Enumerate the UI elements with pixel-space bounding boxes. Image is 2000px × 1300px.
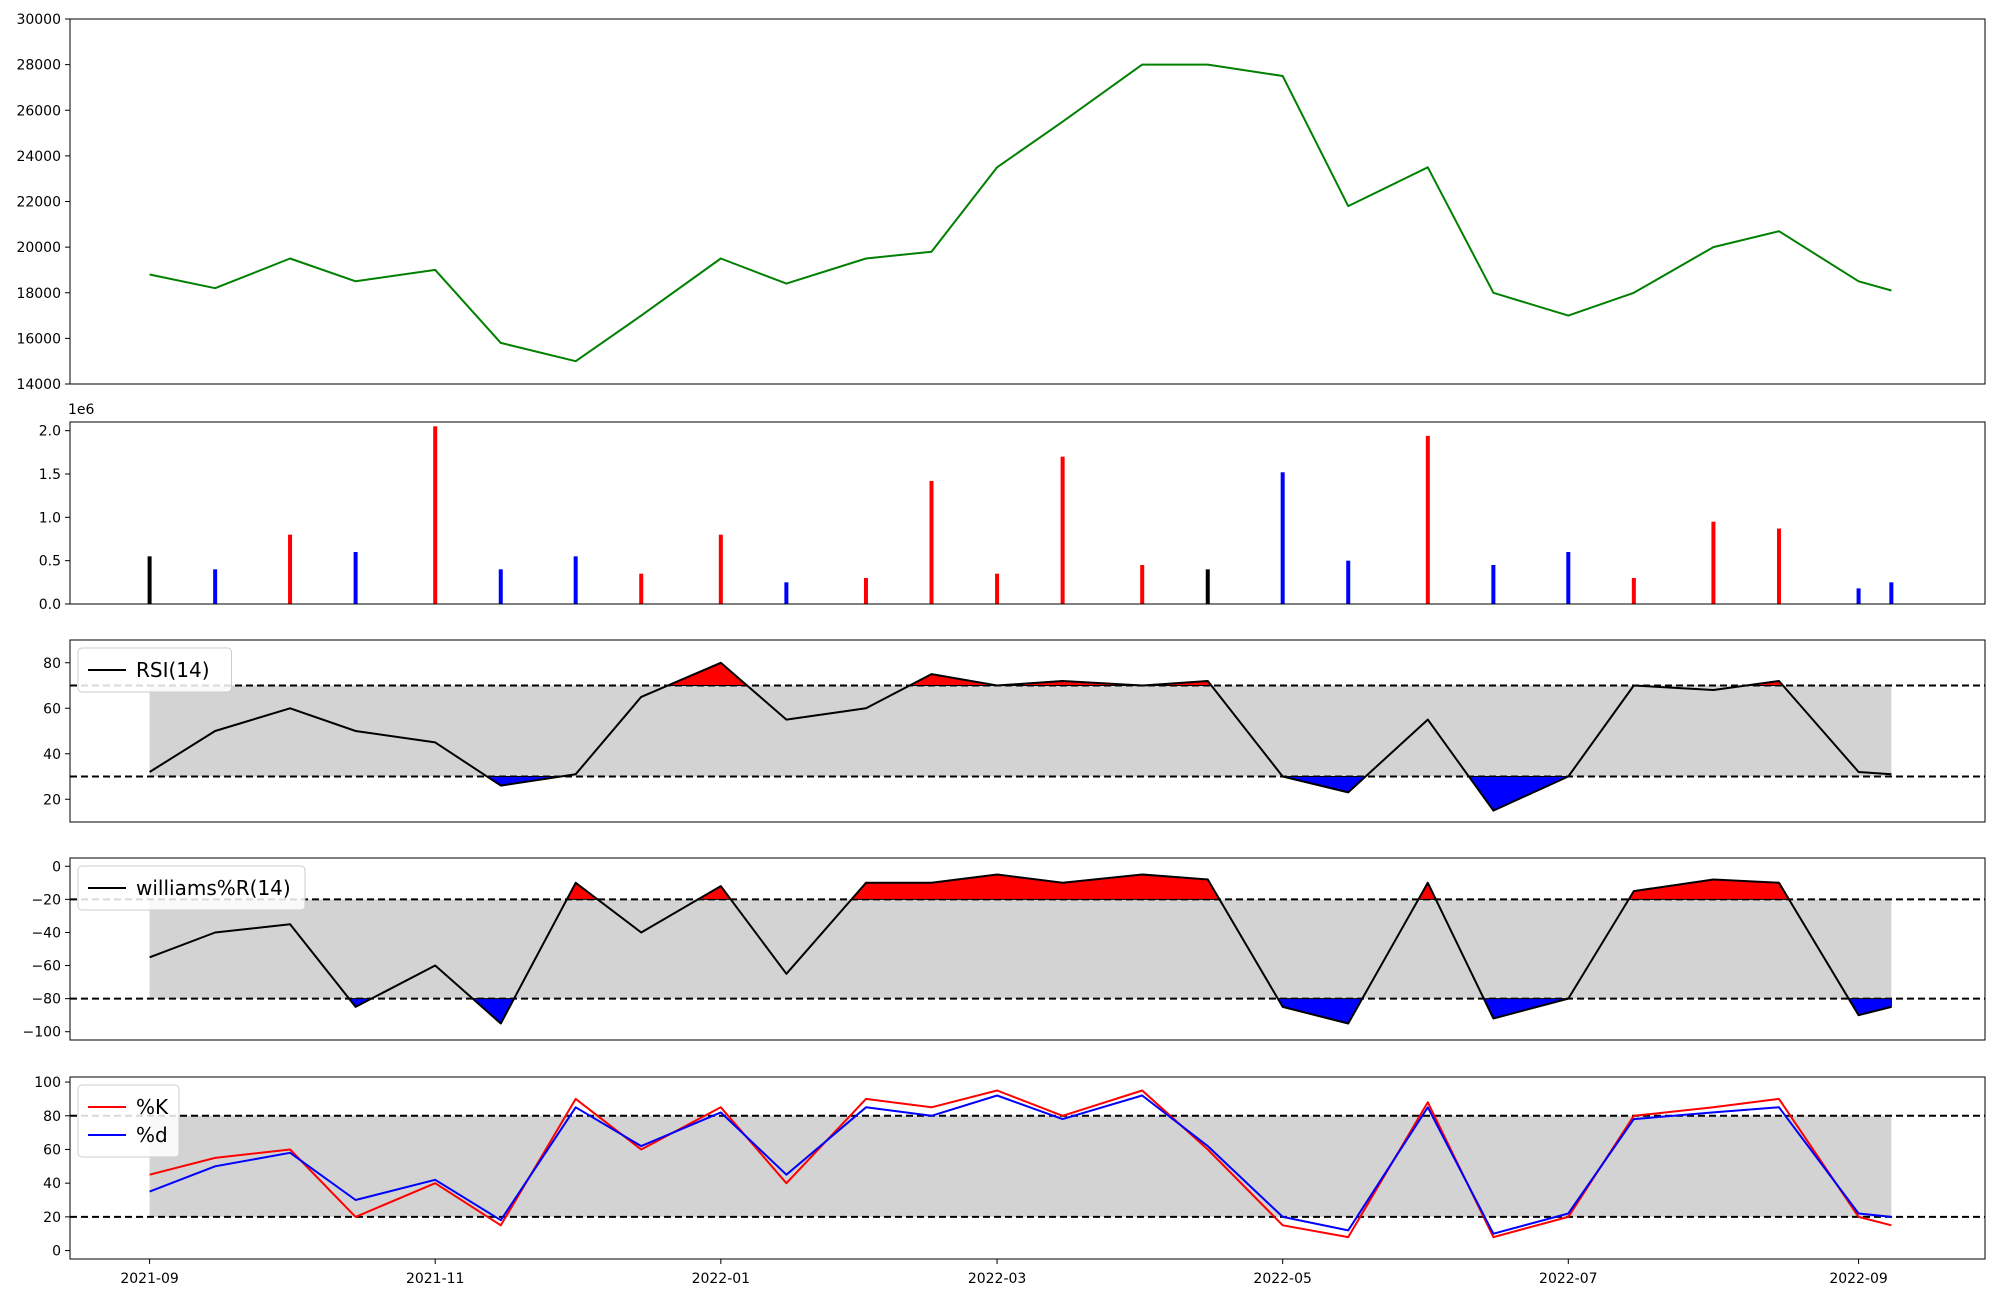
legend-label: %d	[136, 1123, 168, 1147]
y-tick-label: 16000	[16, 331, 61, 347]
volume-bar	[718, 534, 723, 604]
y-tick-label: 60	[43, 1142, 61, 1158]
volume-bar	[863, 578, 868, 604]
volume-bar	[1491, 565, 1496, 604]
volume-bar	[1566, 552, 1571, 604]
volume-bar	[1205, 569, 1210, 604]
stochastic-line	[149, 1089, 1892, 1239]
y-tick-label: 30000	[16, 12, 61, 28]
axes-frame	[69, 421, 1986, 605]
y-tick-label: 80	[43, 1109, 61, 1125]
volume-bar	[784, 582, 789, 604]
y-tick-label: −20	[31, 892, 61, 908]
volume-bar	[213, 569, 218, 604]
volume-bar	[1856, 588, 1861, 604]
price-panel: 14000 16000 18000 20000 22000 24000 26000 28000…	[16, 12, 1986, 393]
y-tick-label: 40	[43, 1176, 61, 1192]
volume-panel: 0.0 0.5 1.0 1.5 2.0 1e6	[39, 402, 1986, 613]
volume-bar	[929, 480, 934, 604]
y-tick-label: 1.5	[39, 467, 61, 483]
legend-label: RSI(14)	[136, 658, 210, 682]
y-tick-label: 80	[43, 656, 61, 672]
y-tick-label: 20	[43, 1210, 61, 1226]
legend-box	[77, 1084, 180, 1158]
x-tick-label: 2021-11	[406, 1271, 465, 1287]
y-tick-label: 40	[43, 747, 61, 763]
volume-bar	[147, 556, 152, 604]
threshold-band	[149, 1115, 1892, 1217]
y-tick-label: 1.0	[39, 510, 61, 526]
axes-frame	[69, 639, 1986, 823]
volume-bar	[353, 552, 358, 604]
y-tick-label: −40	[31, 925, 61, 941]
volume-bar	[1425, 435, 1430, 604]
volume-bar	[1776, 528, 1781, 604]
x-tick-label: 2022-09	[1829, 1271, 1888, 1287]
volume-bar	[433, 426, 438, 604]
x-tick-label: 2022-07	[1539, 1271, 1598, 1287]
volume-bar	[995, 573, 1000, 604]
y-tick-label: 22000	[16, 195, 61, 211]
axes-frame	[69, 1076, 1986, 1260]
williams-line	[149, 873, 1892, 1025]
x-tick-label: 2022-03	[968, 1271, 1027, 1287]
x-tick-label: 2021-09	[120, 1271, 179, 1287]
volume-bar	[1711, 521, 1716, 604]
y-tick-label: 24000	[16, 149, 61, 165]
y-tick-label: 0	[52, 1244, 61, 1260]
legend-box	[77, 865, 306, 911]
threshold-band	[149, 685, 1892, 777]
legend-label: williams%R(14)	[136, 876, 291, 900]
y-tick-label: 2.0	[39, 424, 61, 440]
stochastic-line	[149, 1094, 1892, 1235]
volume-bar	[573, 556, 578, 604]
x-tick-label: 2022-05	[1253, 1271, 1312, 1287]
volume-bar	[1346, 560, 1351, 604]
stochastic-panel: 0 20 40 60 80 100 %K %d 2021-09 2021-11 2022-01 202…	[34, 1075, 1986, 1287]
volume-bar	[1280, 472, 1285, 604]
y-tick-label: 18000	[16, 286, 61, 302]
legend-box	[77, 647, 232, 693]
volume-bar	[498, 569, 503, 604]
y-tick-label: 20	[43, 792, 61, 808]
y-tick-label: 28000	[16, 58, 61, 74]
price-line	[149, 63, 1892, 363]
y-tick-label: 0	[52, 859, 61, 875]
legend-label: %K	[136, 1095, 169, 1119]
williams-panel: −100 −80 −60 −40 −20 0 williams%R(14)	[23, 857, 1986, 1041]
volume-bar	[1631, 578, 1636, 604]
y-tick-label: 60	[43, 701, 61, 717]
y-tick-label: 20000	[16, 240, 61, 256]
y-tick-label: 14000	[16, 377, 61, 393]
rsi-line	[149, 661, 1892, 812]
axes-frame	[69, 857, 1986, 1041]
volume-bar	[1060, 456, 1065, 604]
volume-bar	[1140, 565, 1145, 604]
volume-bar	[639, 573, 644, 604]
y-tick-label: 100	[34, 1075, 61, 1091]
volume-scale-label: 1e6	[68, 402, 95, 418]
rsi-panel: 20 40 60 80 RSI(14)	[43, 639, 1986, 823]
y-tick-label: 0.0	[39, 597, 61, 613]
x-tick-label: 2022-01	[692, 1271, 751, 1287]
y-tick-label: 26000	[16, 103, 61, 119]
y-tick-label: −60	[31, 959, 61, 975]
y-tick-label: −80	[31, 992, 61, 1008]
threshold-band	[149, 899, 1892, 999]
y-tick-label: −100	[23, 1025, 61, 1041]
y-tick-label: 0.5	[39, 554, 61, 570]
volume-bar	[1889, 582, 1894, 604]
volume-bar	[288, 534, 293, 604]
